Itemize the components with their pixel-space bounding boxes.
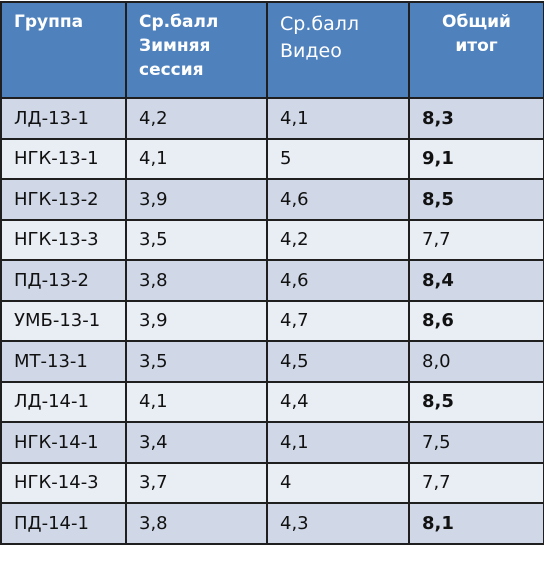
- score-cell: 3,4: [125, 421, 268, 464]
- table-row: МТ-13-1 3,5 4,5 8,0: [0, 340, 544, 383]
- score-cell: 3,9: [125, 299, 268, 342]
- score-cell: 4,2: [125, 97, 268, 140]
- table-row: ПД-13-2 3,8 4,6 8,4: [0, 259, 544, 302]
- header-row: Группа Ср.балл Зимняя сессия Ср.балл Видео…: [0, 1, 544, 99]
- score-cell: 4,1: [125, 380, 268, 423]
- table-row: ЛД-14-1 4,1 4,4 8,5: [0, 380, 544, 423]
- score-cell: 4: [266, 461, 410, 504]
- score-cell: 4,3: [266, 502, 410, 545]
- group-cell: НГК-13-3: [0, 218, 127, 261]
- score-cell: 4,6: [266, 259, 410, 302]
- score-cell: 4,1: [266, 421, 410, 464]
- group-cell: НГК-14-3: [0, 461, 127, 504]
- score-cell: 7,5: [408, 421, 544, 464]
- table-row: ЛД-13-1 4,2 4,1 8,3: [0, 97, 544, 140]
- score-cell: 3,7: [125, 461, 268, 504]
- score-cell: 4,2: [266, 218, 410, 261]
- score-cell: 9,1: [408, 137, 544, 180]
- score-cell: 4,5: [266, 340, 410, 383]
- score-cell: 3,5: [125, 340, 268, 383]
- score-cell: 4,7: [266, 299, 410, 342]
- score-cell: 4,1: [266, 97, 410, 140]
- table-row: НГК-14-1 3,4 4,1 7,5: [0, 421, 544, 464]
- group-cell: УМБ-13-1: [0, 299, 127, 342]
- group-cell: НГК-13-1: [0, 137, 127, 180]
- score-cell: 3,8: [125, 502, 268, 545]
- score-cell: 3,5: [125, 218, 268, 261]
- score-cell: 4,1: [125, 137, 268, 180]
- header-cell: Группа: [0, 1, 127, 99]
- score-cell: 7,7: [408, 218, 544, 261]
- score-cell: 8,5: [408, 380, 544, 423]
- score-cell: 3,9: [125, 178, 268, 221]
- group-cell: НГК-13-2: [0, 178, 127, 221]
- header-cell: Ср.балл Зимняя сессия: [125, 1, 268, 99]
- group-cell: ЛД-13-1: [0, 97, 127, 140]
- score-cell: 8,0: [408, 340, 544, 383]
- score-cell: 8,6: [408, 299, 544, 342]
- group-cell: ПД-13-2: [0, 259, 127, 302]
- header-cell: Ср.балл Видео: [266, 1, 410, 99]
- group-cell: МТ-13-1: [0, 340, 127, 383]
- group-cell: ЛД-14-1: [0, 380, 127, 423]
- score-cell: 5: [266, 137, 410, 180]
- score-cell: 8,5: [408, 178, 544, 221]
- score-cell: 3,8: [125, 259, 268, 302]
- table-row: НГК-14-3 3,7 4 7,7: [0, 461, 544, 504]
- score-cell: 8,3: [408, 97, 544, 140]
- table-body: ЛД-13-1 4,2 4,1 8,3 НГК-13-1 4,1 5 9,1 НГК-13-2 3…: [0, 97, 544, 545]
- scores-table: Группа Ср.балл Зимняя сессия Ср.балл Видео…: [0, 1, 544, 545]
- table-row: ПД-14-1 3,8 4,3 8,1: [0, 502, 544, 545]
- group-cell: НГК-14-1: [0, 421, 127, 464]
- table-row: НГК-13-3 3,5 4,2 7,7: [0, 218, 544, 261]
- score-cell: 4,4: [266, 380, 410, 423]
- header-cell: Общий итог: [408, 1, 544, 99]
- score-cell: 8,4: [408, 259, 544, 302]
- table-row: НГК-13-2 3,9 4,6 8,5: [0, 178, 544, 221]
- score-cell: 8,1: [408, 502, 544, 545]
- group-cell: ПД-14-1: [0, 502, 127, 545]
- table-row: НГК-13-1 4,1 5 9,1: [0, 137, 544, 180]
- score-cell: 4,6: [266, 178, 410, 221]
- score-cell: 7,7: [408, 461, 544, 504]
- table-row: УМБ-13-1 3,9 4,7 8,6: [0, 299, 544, 342]
